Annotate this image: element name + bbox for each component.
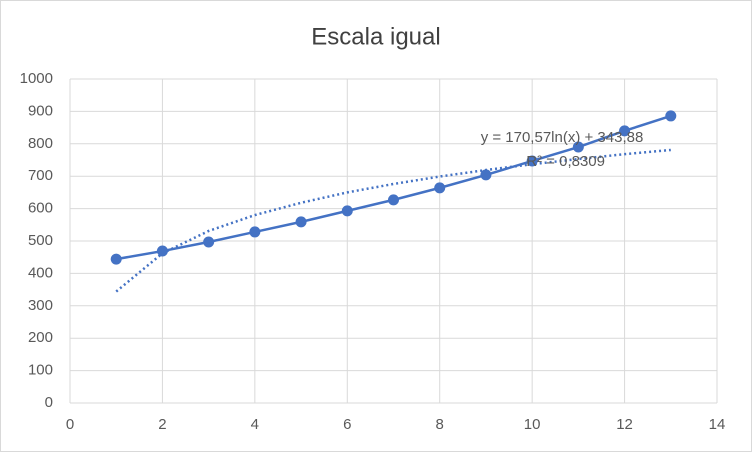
- y-tick-label: 100: [28, 362, 53, 379]
- data-point: [526, 155, 538, 167]
- data-point: [156, 245, 168, 257]
- data-point: [110, 253, 122, 265]
- x-tick-label: 4: [251, 416, 259, 433]
- data-point: [480, 169, 492, 181]
- y-tick-label: 700: [28, 167, 53, 184]
- x-tick-label: 8: [436, 416, 444, 433]
- y-tick-label: 400: [28, 264, 53, 281]
- y-tick-label: 900: [28, 102, 53, 119]
- data-point: [665, 110, 677, 122]
- x-tick-label: 10: [524, 416, 541, 433]
- data-point: [341, 205, 353, 217]
- data-point: [619, 125, 631, 137]
- x-tick-label: 14: [709, 416, 726, 433]
- x-tick-label: 12: [616, 416, 633, 433]
- data-point: [295, 216, 307, 228]
- data-point: [249, 226, 261, 238]
- data-point: [572, 141, 584, 153]
- y-tick-label: 800: [28, 135, 53, 152]
- trendline: [115, 148, 671, 293]
- x-tick-label: 6: [343, 416, 351, 433]
- grid: [69, 78, 718, 404]
- data-point: [388, 194, 399, 206]
- marks: [110, 110, 677, 293]
- y-tick-label: 200: [28, 329, 53, 346]
- data-point: [434, 182, 446, 194]
- y-tick-label: 500: [28, 232, 53, 249]
- chart-title: Escala igual: [311, 23, 440, 50]
- trendline-equation: y = 170,57ln(x) + 343,88: [481, 129, 644, 146]
- y-tick-label: 1000: [20, 70, 53, 87]
- trendline-r-squared: R² = 0,8309: [526, 153, 605, 170]
- x-tick-label: 0: [66, 416, 74, 433]
- y-tick-label: 600: [28, 200, 53, 217]
- y-tick-label: 300: [28, 297, 53, 314]
- data-point: [203, 236, 215, 248]
- x-tick-label: 2: [158, 416, 166, 433]
- y-tick-label: 0: [45, 394, 53, 411]
